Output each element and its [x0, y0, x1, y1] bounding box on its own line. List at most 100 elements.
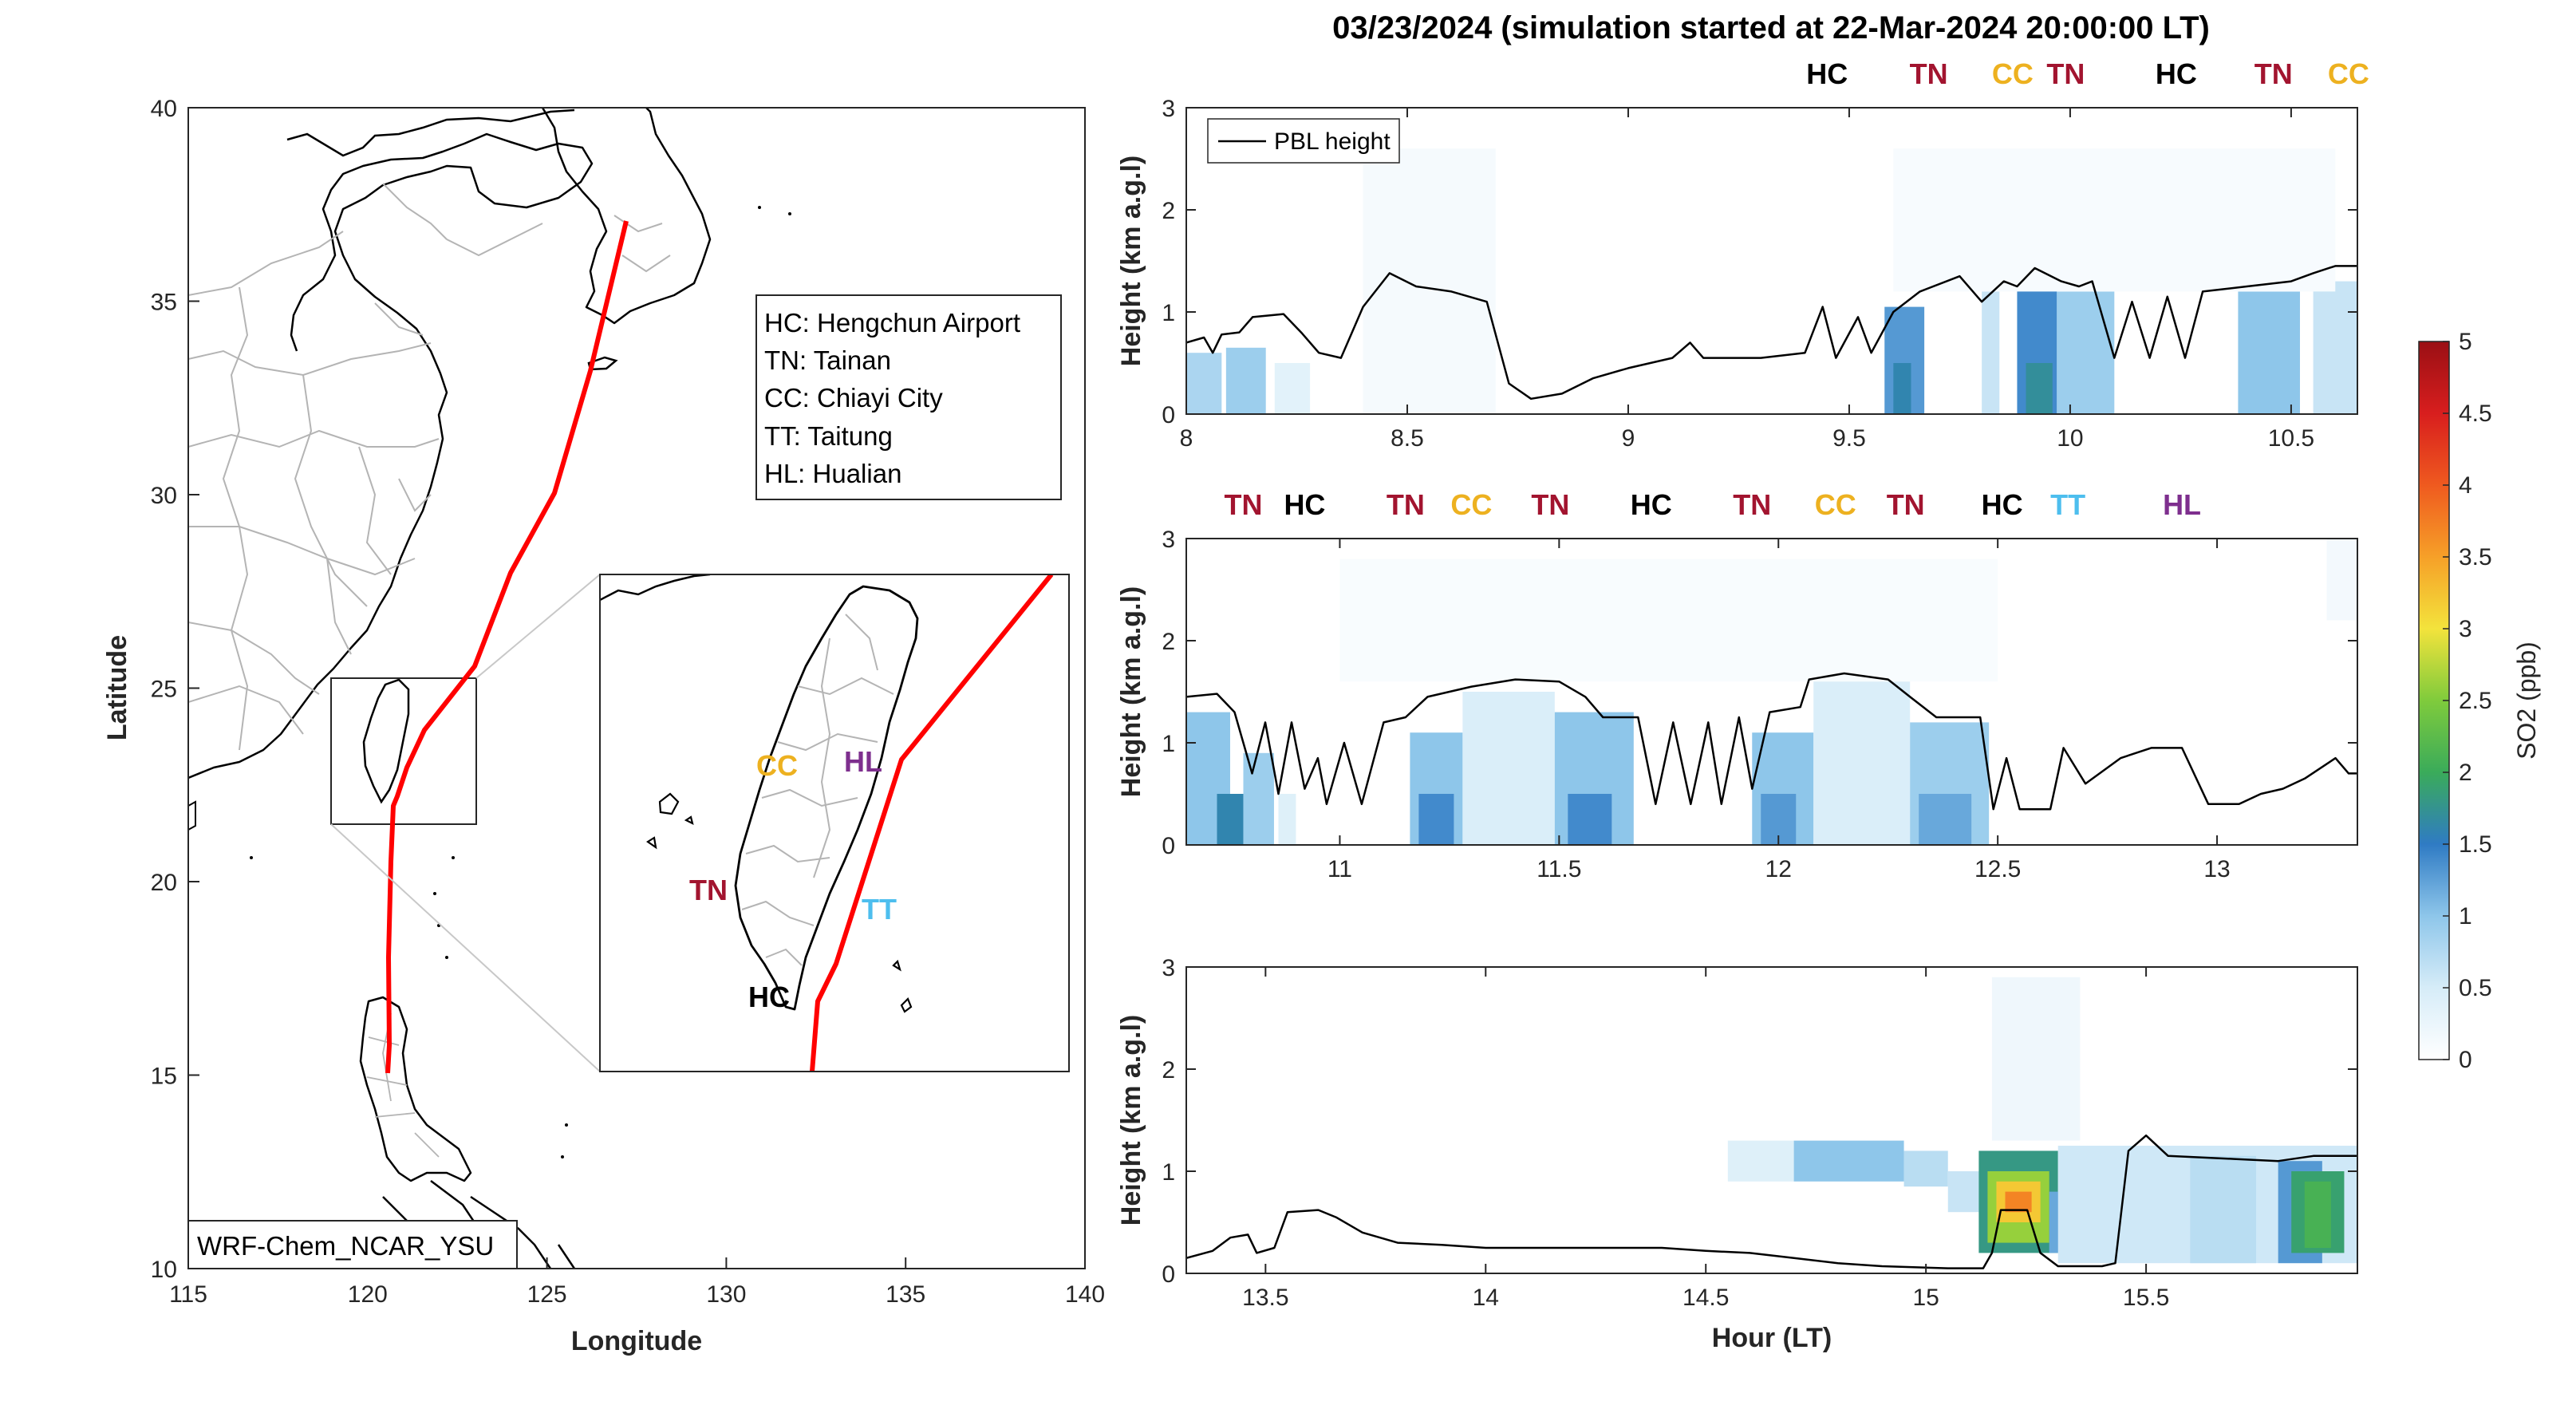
so2-cell [1462, 692, 1555, 845]
site-legend-tt: TT: Taitung [764, 421, 893, 451]
site-label-tn: TN [1733, 488, 1771, 521]
admin-boundaries [188, 183, 671, 751]
so2-cell [1278, 794, 1296, 845]
panel-xtick-label: 12 [1765, 856, 1792, 882]
panel-xtick-label: 10.5 [2268, 425, 2314, 452]
site-label-hc: HC [1982, 488, 2023, 521]
inset-label-hc: HC [748, 981, 790, 1013]
panel-xtick-label: 8 [1180, 425, 1193, 452]
map-xtick-label: 135 [886, 1281, 925, 1308]
map-panel: 115 120 125 130 135 140 10 15 20 25 30 35 40 Longitu… [102, 96, 1105, 1356]
panel-ytick-label: 0 [1162, 402, 1175, 428]
so2-cell [1225, 347, 1266, 414]
panel-ytick-label: 1 [1162, 300, 1175, 326]
panel-xtick-label: 9.5 [1832, 425, 1866, 452]
panel-xtick-label: 13.5 [1242, 1285, 1288, 1311]
coastline-taiwan [362, 678, 410, 804]
so2-cell [1919, 794, 1972, 845]
site-label-hl: HL [2163, 488, 2201, 521]
inset-label-cc: CC [756, 749, 798, 782]
so2-cell [1893, 148, 2336, 292]
coastline-china [188, 132, 594, 780]
panel-frame [1185, 107, 2358, 415]
so2-cell [2005, 1191, 2032, 1213]
site-label-tn: TN [1531, 488, 1569, 521]
panel-xtick-label: 14 [1473, 1285, 1499, 1311]
site-label-tn: TN [2254, 57, 2293, 90]
flight-track-main [385, 220, 629, 1074]
profile-panel-3: 13.5 14 14.5 15 15.5 0 1 2 3 Height (km a.g.l) Hou… [1116, 955, 2358, 1353]
so2-cell [1727, 1140, 1794, 1182]
panel-ylabel: Height (km a.g.l) [1116, 586, 1146, 797]
panel-xtick-label: 15.5 [2123, 1285, 2169, 1311]
coastline-hainan [188, 800, 196, 831]
site-legend-box [755, 294, 1062, 500]
panel-xtick-label: 14.5 [1682, 1285, 1729, 1311]
panel-ytick-label: 2 [1162, 629, 1175, 655]
so2-cell [1243, 752, 1274, 845]
map-xtick-label: 130 [706, 1281, 746, 1308]
panel-frame [1185, 966, 2358, 1274]
model-label-box [187, 1220, 518, 1269]
map-xlabel: Longitude [571, 1326, 702, 1356]
site-label-hc: HC [1806, 57, 1848, 90]
map-ticks: 115 120 125 130 135 140 10 15 20 25 30 35 40 [151, 96, 1105, 1308]
site-label-tn: TN [1887, 488, 1925, 521]
colorbar-tick-label: 4.5 [2459, 401, 2492, 427]
site-label-hc: HC [2156, 57, 2197, 90]
map-ylabel: Latitude [102, 635, 132, 740]
so2-field [1186, 977, 2357, 1269]
so2-cell [1274, 363, 1311, 414]
inset-label-tt: TT [862, 893, 897, 926]
so2-cell [2304, 1181, 2331, 1248]
panel-ytick-label: 3 [1162, 955, 1175, 981]
so2-cell [1991, 977, 2081, 1141]
inset-connector-top [475, 574, 601, 679]
colorbar-tick-label: 0 [2459, 1047, 2472, 1073]
panel-xtick-label: 15 [1912, 1285, 1939, 1311]
site-label-tn: TN [1910, 57, 1948, 90]
pbl-legend-label: PBL height [1274, 128, 1391, 155]
site-label-cc: CC [1450, 488, 1492, 521]
site-label-cc: CC [2328, 57, 2369, 90]
map-xtick-label: 120 [348, 1281, 388, 1308]
colorbar-ticks: 0 0.5 1 1.5 2 2.5 3 3.5 4 4.5 5 [2443, 329, 2492, 1073]
colorbar-tick-label: 2 [2459, 760, 2472, 786]
so2-field [1186, 539, 2357, 845]
map-ytick-label: 10 [151, 1257, 177, 1283]
map-features [188, 108, 791, 1269]
panel-ytick-label: 3 [1162, 96, 1175, 122]
so2-cell [1903, 1151, 1948, 1187]
map-xtick-label: 140 [1065, 1281, 1105, 1308]
so2-cell [1982, 291, 2000, 414]
inset-connector-bottom [330, 823, 601, 1072]
so2-cell [2057, 291, 2115, 414]
inset-map: CC HL TN TT HC [599, 574, 1070, 1072]
map-ytick-label: 40 [151, 96, 177, 122]
panel-ytick-label: 3 [1162, 527, 1175, 553]
figure-title: 03/23/2024 (simulation started at 22-Mar… [1332, 10, 2210, 45]
panel-ytick-label: 1 [1162, 731, 1175, 757]
panel-xtick-label: 9 [1622, 425, 1635, 452]
profile-panel-1: 8 8.5 9 9.5 10 10.5 0 1 2 3 Height (km a.g.l) PBL h… [1116, 57, 2369, 452]
panel-ytick-label: 0 [1162, 1261, 1175, 1288]
site-label-tn: TN [2046, 57, 2085, 90]
pbl-legend: PBL height [1207, 118, 1400, 164]
panel-xtick-label: 13 [2203, 856, 2230, 882]
colorbar-tick-label: 5 [2459, 329, 2472, 355]
site-label-hc: HC [1284, 488, 1325, 521]
site-label-cc: CC [1992, 57, 2034, 90]
coastline-china-north [286, 109, 575, 157]
map-ytick-label: 35 [151, 290, 177, 316]
so2-cell [1813, 681, 1911, 845]
site-legend: HC: Hengchun Airport TN: Tainan CC: Chia… [755, 294, 1062, 500]
site-label-tt: TT [2050, 488, 2085, 521]
so2-cell [2313, 281, 2357, 414]
small-islands [250, 206, 791, 1158]
so2-cell [1186, 353, 1222, 414]
site-legend-hc: HC: Hengchun Airport [764, 308, 1020, 337]
inset-extent-box [330, 677, 477, 825]
inset-label-hl: HL [844, 745, 882, 778]
panel-xlabel: Hour (LT) [1712, 1323, 1832, 1353]
